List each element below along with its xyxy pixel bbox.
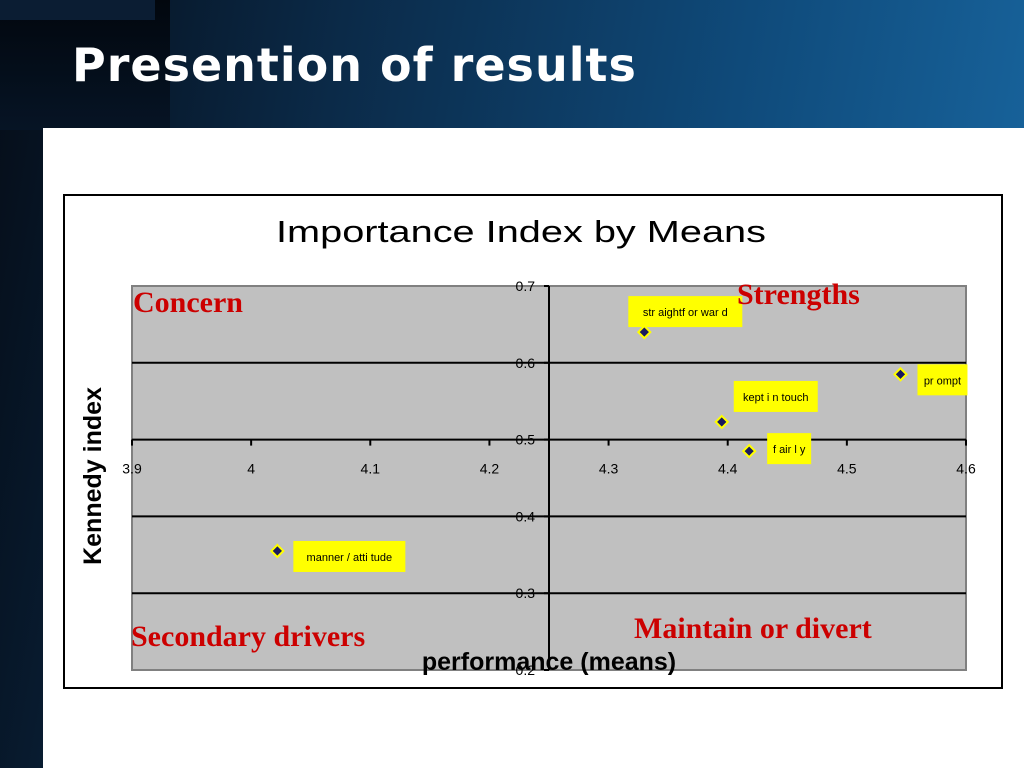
chart-title: Importance Index by Means [276,214,766,249]
y-tick-label-1: 0.3 [516,585,536,601]
point-label-3: f air l y [773,444,806,456]
quadrant-label-strengths: Strengths [737,278,860,311]
y-tick-label-5: 0.7 [516,278,536,294]
chart-frame: 3.9 4 4.1 4.2 4.3 4.4 4.5 4.6 0.2 0.3 0.4 0.5 0.6 0.7… [63,194,1003,689]
point-label-bg-2 [733,380,818,412]
x-axis-label: performance (means) [422,648,676,676]
point-label-bg-1 [917,364,968,396]
title-background-block [0,0,170,130]
x-tick-label-5: 4.4 [718,461,738,477]
x-tick-label-1: 4 [247,461,255,477]
data-point-4 [269,543,285,559]
point-label-4: manner / atti tude [307,552,393,564]
x-tick-label-4: 4.3 [599,461,619,477]
point-label-2: kept i n touch [743,392,808,404]
data-point-3 [741,443,757,459]
y-tick-label-0: 0.2 [516,662,536,678]
quadrant-label-concern: Concern [133,286,243,319]
point-label-bg-3 [767,433,812,465]
tick-labels: 3.9 4 4.1 4.2 4.3 4.4 4.5 4.6 0.2 0.3 0.4 0.5 0.6 0.7 [122,278,976,678]
quadrant-label-maintain-or-divert: Maintain or divert [634,612,872,645]
quadrant-label-secondary-drivers: Secondary drivers [131,620,365,653]
scatter-chart: 3.9 4 4.1 4.2 4.3 4.4 4.5 4.6 0.2 0.3 0.4 0.5 0.6 0.7… [79,214,976,678]
y-tick-label-3: 0.5 [516,432,536,448]
x-tick-label-0: 3.9 [122,461,142,477]
slide-title: Presention of results [72,38,637,92]
point-label-bg-0 [628,296,743,328]
y-tick-label-2: 0.4 [516,508,536,524]
data-point-2 [714,414,730,430]
data-point-0 [636,324,652,340]
data-points: str aightf or war d pr ompt kept i n touch… [269,296,968,572]
x-tick-label-6: 4.5 [837,461,857,477]
point-label-1: pr ompt [924,375,961,387]
axes [131,285,967,671]
point-label-bg-4 [293,540,406,572]
y-axis-label: Kennedy index [79,387,107,565]
point-label-0: str aightf or war d [643,307,728,319]
x-tick-label-7: 4.6 [956,461,976,477]
y-tick-label-4: 0.6 [516,355,536,371]
title-background-strip [0,0,155,20]
data-point-1 [893,366,908,382]
x-tick-label-3: 4.2 [480,461,500,477]
x-tick-label-2: 4.1 [361,461,381,477]
